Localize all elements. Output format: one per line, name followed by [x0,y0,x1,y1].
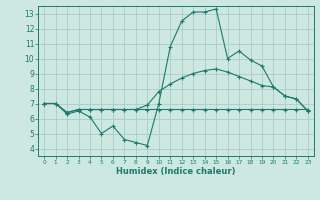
X-axis label: Humidex (Indice chaleur): Humidex (Indice chaleur) [116,167,236,176]
